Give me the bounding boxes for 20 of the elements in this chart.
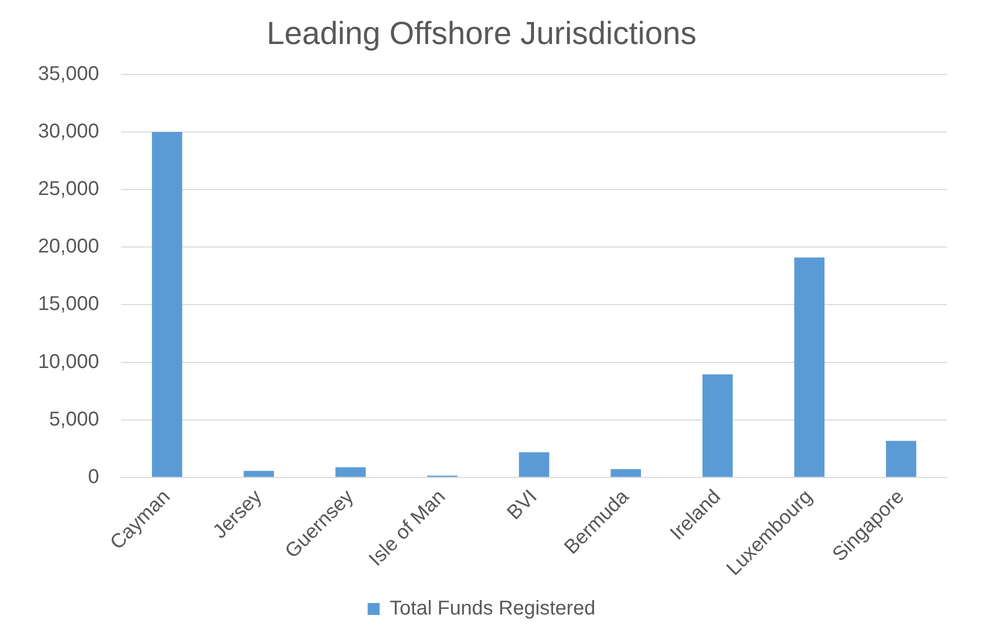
y-tick-label: 35,000 [38, 62, 100, 85]
bar [794, 257, 824, 477]
bar [518, 452, 550, 477]
bar [152, 132, 182, 477]
y-tick-label: 25,000 [38, 178, 100, 200]
chart-title: Leading Offshore Jurisdictions [266, 15, 696, 52]
x-tick-label: Isle of Man [365, 486, 450, 571]
bar [244, 470, 274, 477]
bar [610, 469, 641, 477]
bar [886, 440, 916, 477]
legend-label: Total Funds Registered [390, 598, 596, 620]
bar [702, 374, 733, 477]
y-tick-label: 10,000 [38, 350, 100, 373]
y-tick-label: 0 [88, 466, 100, 488]
x-tick-label: BVI [503, 486, 542, 524]
y-tick-label: 5,000 [49, 408, 100, 430]
y-tick-label: 15,000 [38, 293, 100, 316]
y-tick-label: 20,000 [38, 236, 100, 258]
y-tick-label: 30,000 [38, 120, 100, 142]
bar [335, 467, 366, 477]
